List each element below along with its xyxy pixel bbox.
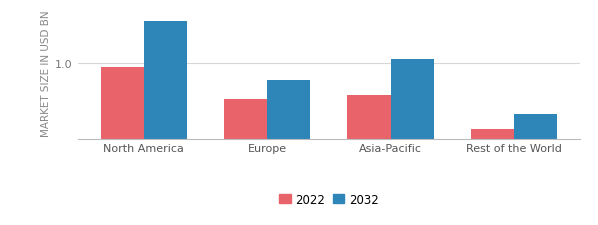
Bar [390, 60, 434, 140]
Bar [514, 115, 557, 140]
Legend: 2022, 2032: 2022, 2032 [274, 188, 383, 211]
Bar [144, 22, 187, 140]
Bar [471, 130, 514, 140]
Bar [347, 95, 390, 140]
Y-axis label: MARKET SIZE IN USD BN: MARKET SIZE IN USD BN [41, 10, 51, 136]
Bar [267, 80, 310, 140]
Bar [100, 68, 144, 140]
Bar [224, 100, 267, 140]
